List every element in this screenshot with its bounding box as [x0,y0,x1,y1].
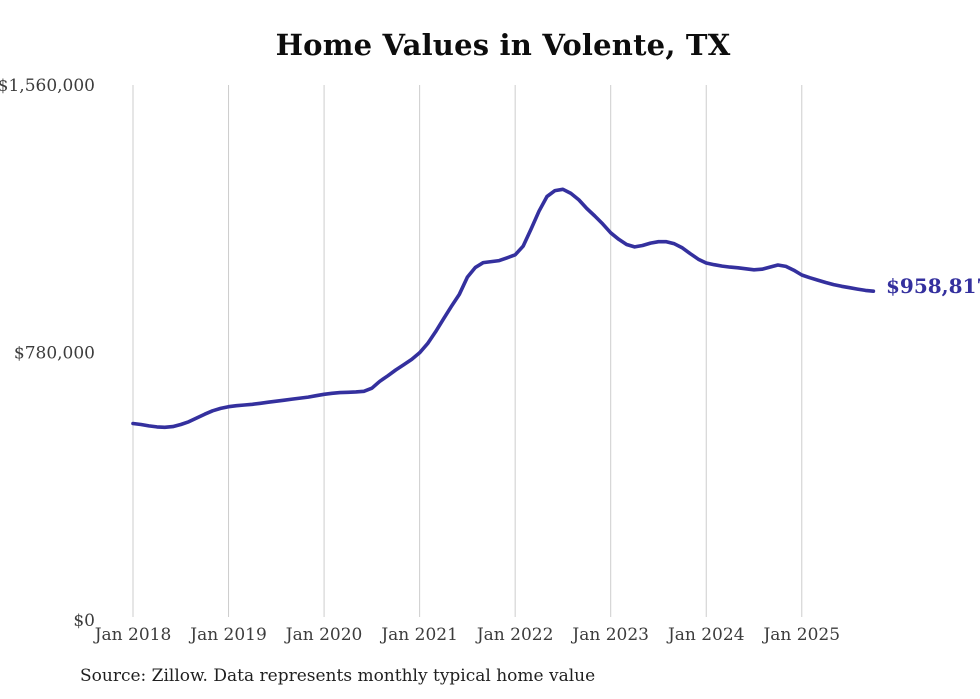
source-note: Source: Zillow. Data represents monthly … [80,666,596,686]
chart-title: Home Values in Volente, TX [275,28,731,62]
x-axis-tick-label: Jan 2022 [475,625,554,645]
latest-value-label: $958,817 [886,274,980,298]
x-axis-tick-label: Jan 2021 [379,625,458,645]
y-axis-tick-label: $1,560,000 [0,76,95,96]
x-axis-tick-label: Jan 2020 [284,625,363,645]
x-axis-tick-label: Jan 2023 [570,625,649,645]
x-axis-tick-label: Jan 2018 [93,625,172,645]
x-axis-tick-label: Jan 2019 [188,625,267,645]
home-value-line-series [131,187,876,430]
y-axis-tick-label: $0 [73,611,95,631]
x-axis-tick-label: Jan 2024 [666,625,745,645]
x-axis-tick-label: Jan 2025 [761,625,840,645]
y-axis-tick-label: $780,000 [14,344,95,364]
